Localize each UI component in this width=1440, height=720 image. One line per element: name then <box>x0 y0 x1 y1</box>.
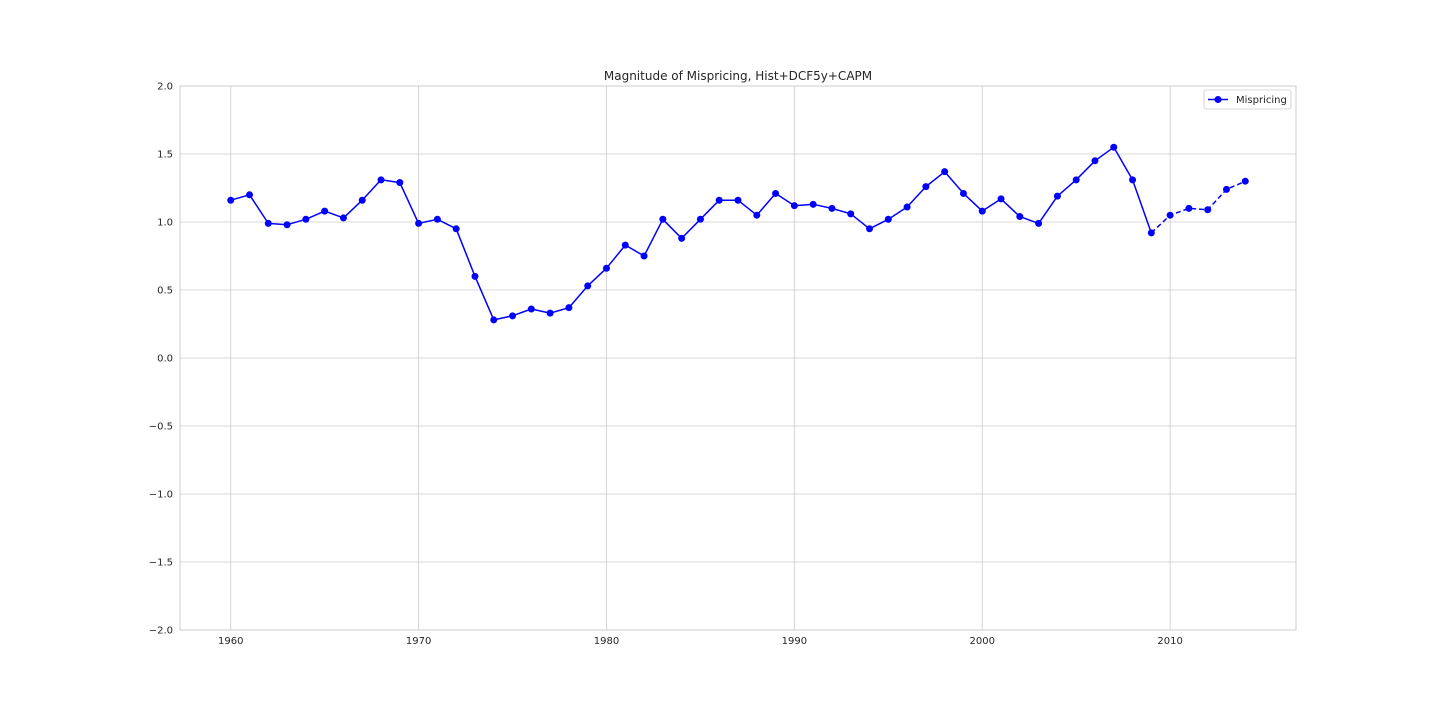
data-point <box>941 168 949 176</box>
data-point <box>452 225 460 233</box>
data-point <box>959 189 967 197</box>
x-tick-label: 1990 <box>782 636 807 647</box>
data-point <box>1035 219 1043 227</box>
data-point <box>1185 204 1193 212</box>
data-point <box>227 196 235 204</box>
data-point <box>1110 143 1118 151</box>
data-point <box>358 196 366 204</box>
chart-title: Magnitude of Mispricing, Hist+DCF5y+CAPM <box>604 69 872 83</box>
grid <box>180 85 1296 631</box>
data-point <box>772 189 780 197</box>
data-point <box>415 219 423 227</box>
data-point <box>884 215 892 223</box>
data-point <box>678 234 686 242</box>
data-point <box>659 215 667 223</box>
data-point <box>734 196 742 204</box>
y-tick-label: −2.0 <box>149 626 173 637</box>
x-tick-label: 2000 <box>970 636 995 647</box>
data-point <box>246 191 254 199</box>
data-point <box>490 316 498 324</box>
data-point <box>997 195 1005 203</box>
legend-box <box>1203 89 1292 110</box>
y-tick-label: 1.0 <box>157 218 173 229</box>
data-point <box>1016 213 1024 221</box>
data-point <box>565 304 573 312</box>
data-point <box>1053 192 1061 200</box>
legend-entry-mispricing: Mispricing <box>1236 95 1287 106</box>
data-point <box>828 204 836 212</box>
data-point <box>509 312 517 320</box>
data-point <box>866 225 874 233</box>
legend-marker <box>1214 96 1222 103</box>
data-point <box>696 215 704 223</box>
data-point <box>978 207 986 215</box>
data-point <box>753 211 761 219</box>
data-point <box>377 176 385 184</box>
x-tick-label: 1960 <box>218 636 243 647</box>
data-point <box>1204 206 1212 214</box>
legend: Mispricing <box>1203 89 1292 110</box>
data-point <box>527 305 535 313</box>
data-point <box>640 252 648 260</box>
data-point <box>1072 176 1080 184</box>
data-point <box>283 221 291 229</box>
data-point <box>433 215 441 223</box>
data-point <box>471 272 479 280</box>
series-mispricing <box>227 143 1249 324</box>
x-tick-label: 2010 <box>1157 636 1182 647</box>
data-point <box>1129 176 1137 184</box>
data-point <box>602 264 610 272</box>
data-point <box>264 219 272 227</box>
data-point <box>1091 157 1099 165</box>
y-tick-label: 2.0 <box>157 82 173 93</box>
data-point <box>847 210 855 218</box>
data-point <box>546 309 554 317</box>
y-tick-label: 0.5 <box>157 286 173 297</box>
y-tick-label: −0.5 <box>149 422 173 433</box>
data-point <box>1222 185 1230 193</box>
data-point <box>621 241 629 249</box>
x-tick-label: 1980 <box>594 636 619 647</box>
data-point <box>1241 177 1249 185</box>
data-point <box>715 196 723 204</box>
data-point <box>396 179 404 187</box>
data-point <box>790 202 798 210</box>
data-point <box>321 207 329 215</box>
y-tick-label: −1.0 <box>149 490 173 501</box>
data-point <box>1166 211 1174 219</box>
data-point <box>1147 229 1155 237</box>
x-tick-label: 1970 <box>406 636 431 647</box>
data-point <box>903 203 911 211</box>
y-tick-label: 1.5 <box>157 150 173 161</box>
data-point <box>809 200 817 208</box>
y-tick-label: −1.5 <box>149 558 173 569</box>
axes: 1960 1970 1980 1990 2000 2010 2.0 1.5 1.0 0.5 0.0 −… <box>149 82 1183 648</box>
data-point <box>584 282 592 290</box>
data-point <box>922 183 930 191</box>
data-point <box>302 215 310 223</box>
data-point <box>339 214 347 222</box>
y-tick-label: 0.0 <box>157 354 173 365</box>
